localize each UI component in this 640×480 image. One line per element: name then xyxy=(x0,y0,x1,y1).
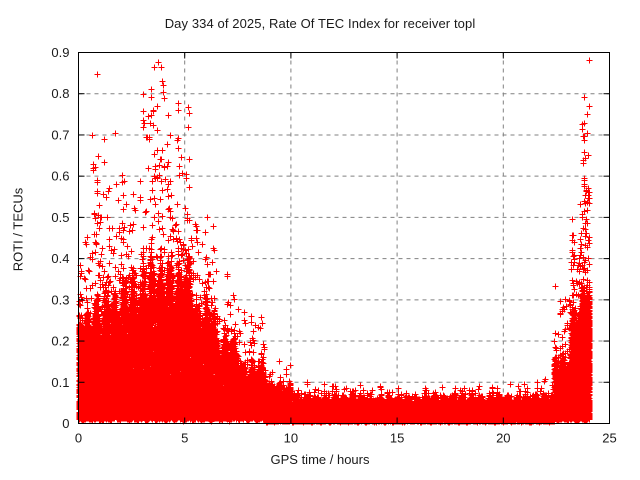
y-tick-label: 0 xyxy=(62,416,69,431)
y-tick-label: 0.5 xyxy=(51,210,69,225)
y-tick-label: 0.2 xyxy=(51,334,69,349)
x-tick-label: 10 xyxy=(284,431,298,446)
x-axis-label: GPS time / hours xyxy=(270,452,370,467)
y-tick-label: 0.6 xyxy=(51,169,69,184)
y-tick-label: 0.8 xyxy=(51,86,69,101)
x-tick-label: 0 xyxy=(75,431,82,446)
grid-layer xyxy=(78,52,610,424)
x-tick-label: 5 xyxy=(181,431,188,446)
x-tick-label: 25 xyxy=(602,431,616,446)
y-tick-labels: 0 0.1 0.2 0.3 0.4 0.5 0.6 0.7 0.8 0.9 xyxy=(51,45,69,431)
data-points-layer xyxy=(76,57,593,426)
axis-frame xyxy=(78,52,610,424)
y-axis-label: ROTI / TECUs xyxy=(10,187,26,272)
y-tick-label: 0.1 xyxy=(51,375,69,390)
page-title: Day 334 of 2025, Rate Of TEC Index for r… xyxy=(164,16,476,31)
tick-marks-layer xyxy=(78,52,610,424)
y-tick-label: 0.7 xyxy=(51,127,69,142)
x-tick-label: 20 xyxy=(496,431,510,446)
scatter-markers xyxy=(76,57,593,426)
x-tick-labels: 0 5 10 15 20 25 xyxy=(75,431,617,446)
y-tick-label: 0.9 xyxy=(51,45,69,60)
y-tick-label: 0.3 xyxy=(51,292,69,307)
y-tick-label: 0.4 xyxy=(51,251,69,266)
x-tick-label: 15 xyxy=(390,431,404,446)
plot-frame xyxy=(78,52,610,424)
